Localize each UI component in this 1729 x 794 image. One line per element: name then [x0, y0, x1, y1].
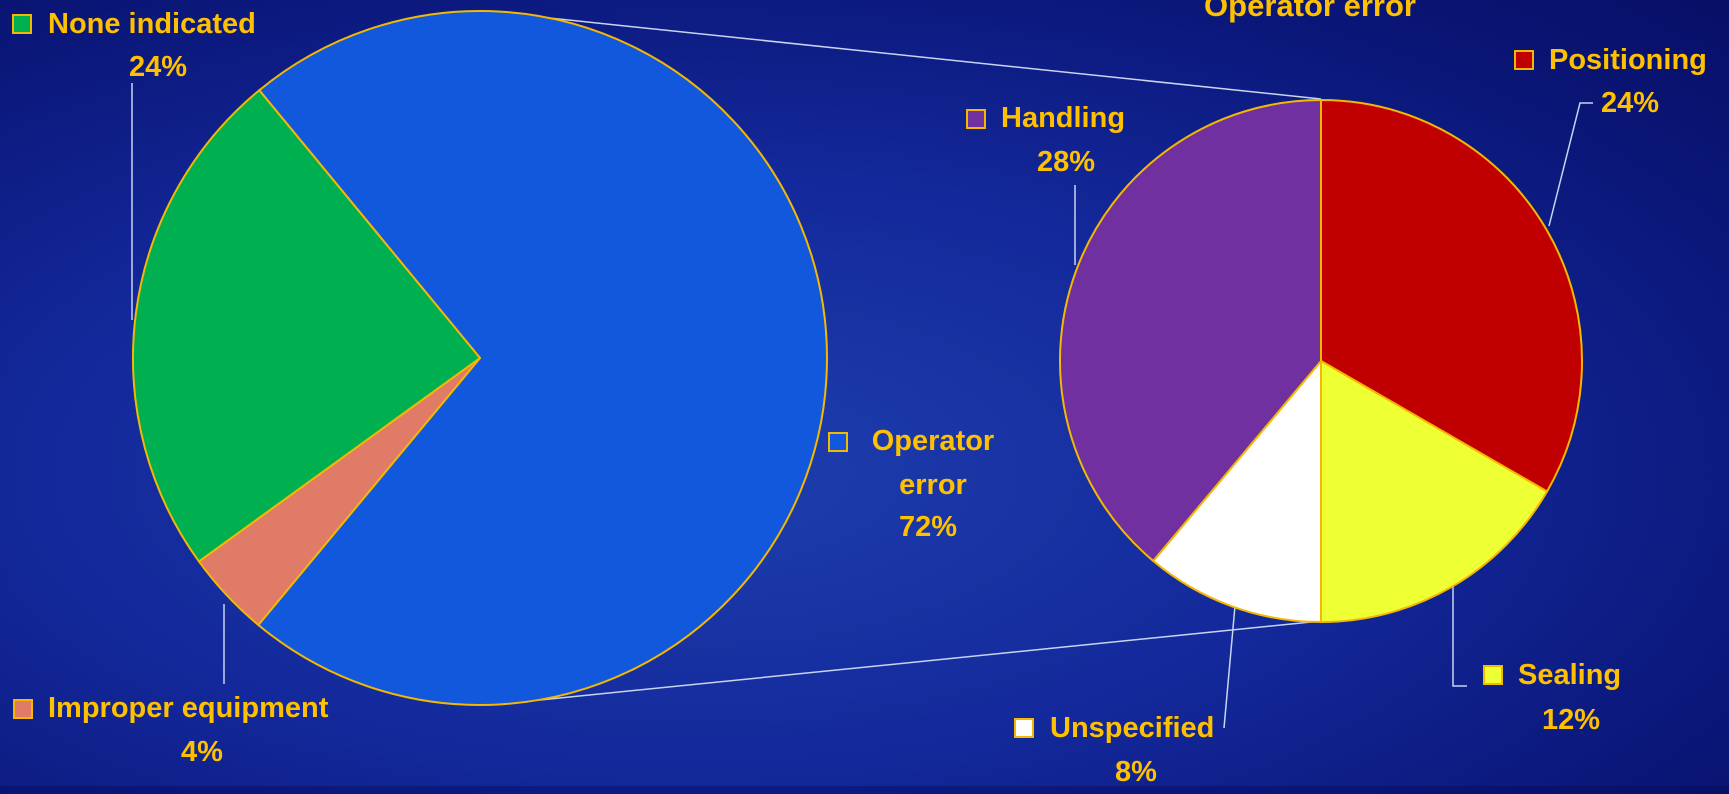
- leader-line: [1548, 102, 1593, 227]
- pie-slice: [1059, 99, 1322, 562]
- pie-slice: [132, 89, 481, 563]
- pie-slice: [257, 10, 828, 706]
- pie-slice: [1320, 99, 1583, 493]
- legend-swatch: [12, 14, 32, 34]
- slice-label: Handling: [1001, 102, 1126, 134]
- connector-line: [539, 16, 1322, 100]
- slice-value-label: 24%: [128, 51, 188, 83]
- legend-swatch: [13, 699, 33, 719]
- slice-value-label: 4%: [181, 736, 223, 768]
- slice-label: None indicated: [48, 8, 256, 40]
- slice-label: Unspecified: [1050, 712, 1215, 744]
- leader-lines: [131, 83, 1593, 729]
- legend-swatch: [1514, 50, 1534, 70]
- slice-label: Sealing: [1518, 659, 1622, 691]
- slice-value-label: 8%: [1115, 756, 1157, 788]
- pie-slice: [1152, 360, 1322, 623]
- slice-value-label: 24%: [1600, 87, 1660, 119]
- slice-value-label: 28%: [1036, 146, 1096, 178]
- leader-line: [1452, 584, 1467, 687]
- slice-value-label: 72%: [898, 511, 958, 543]
- slice-label: Operator error: [871, 425, 995, 501]
- slice-value-label: 12%: [1541, 704, 1601, 736]
- pie: [1059, 99, 1583, 623]
- chart-title: Operator error: [1204, 0, 1416, 23]
- legend-swatch: [828, 432, 848, 452]
- leader-line: [1223, 605, 1236, 729]
- slice-label: Positioning: [1549, 44, 1707, 76]
- pie: [132, 10, 828, 706]
- legend-swatch: [966, 109, 986, 129]
- pie-slice: [1320, 360, 1549, 623]
- connector-line: [539, 620, 1322, 701]
- legend-swatch: [1483, 665, 1503, 685]
- connectors: [539, 16, 1322, 701]
- slice-label: Improper equipment: [48, 692, 329, 724]
- legend-swatch: [1014, 718, 1034, 738]
